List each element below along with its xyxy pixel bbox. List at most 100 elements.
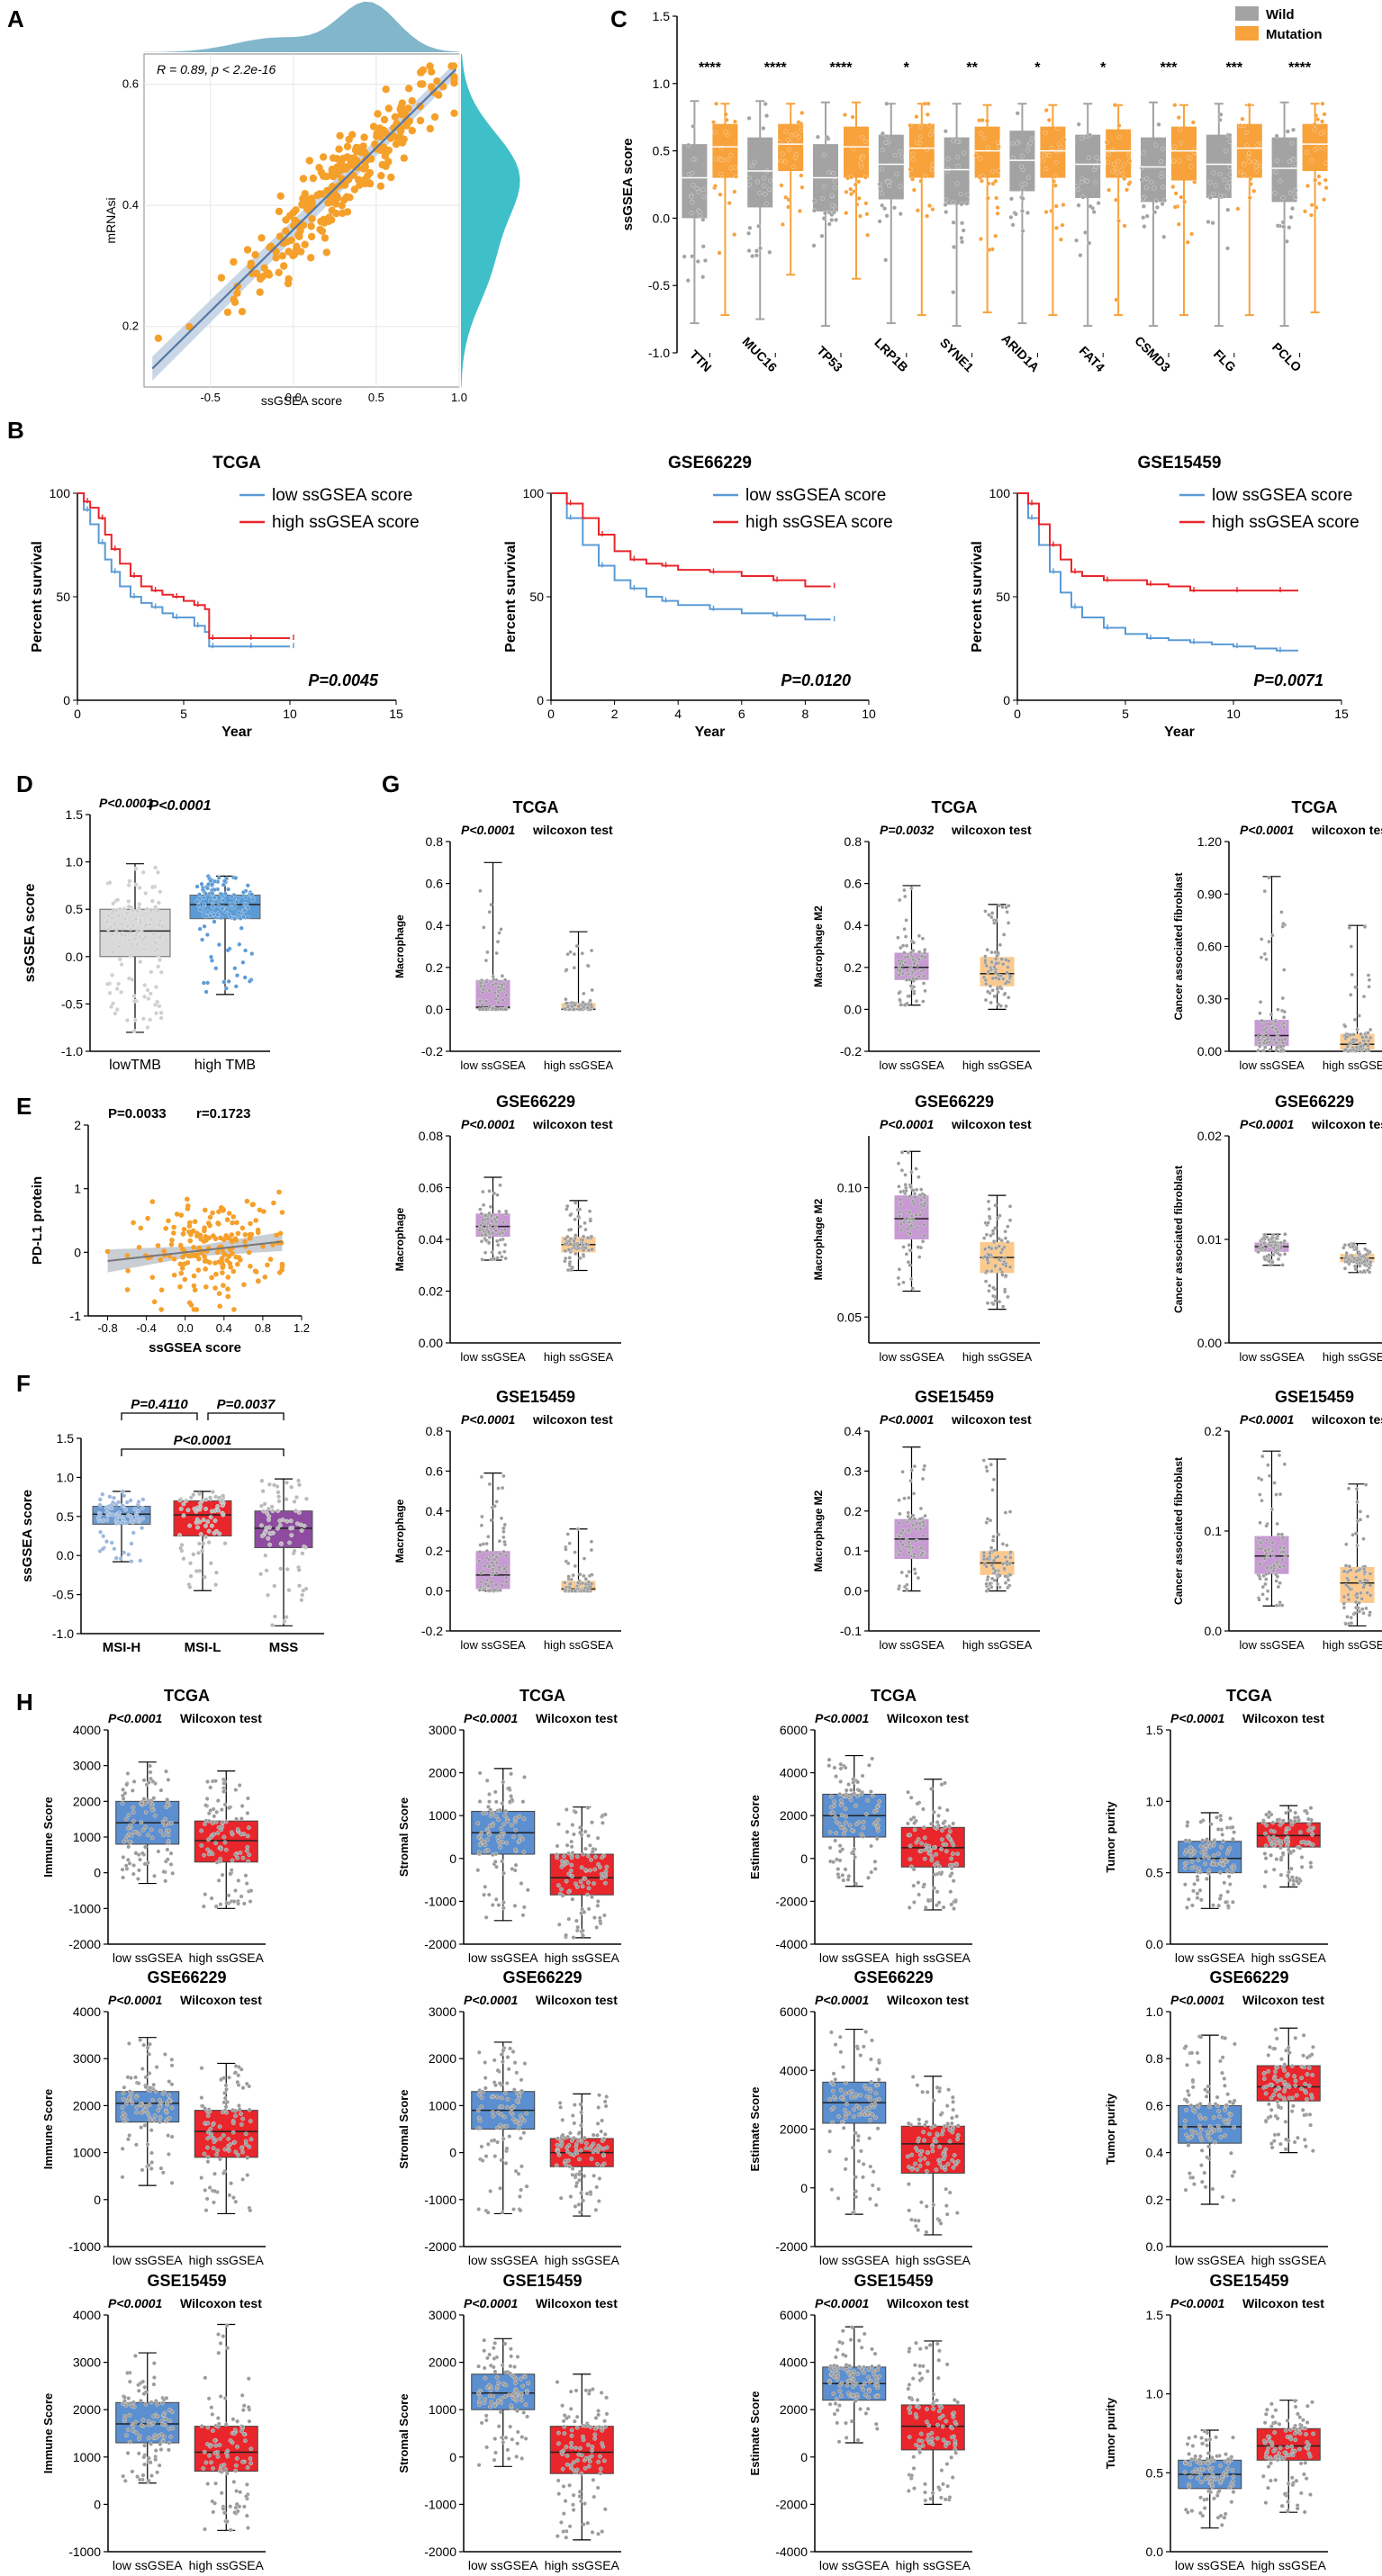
data-point bbox=[191, 1245, 196, 1250]
data-point bbox=[227, 2075, 231, 2080]
D-y-tick-label: -0.5 bbox=[61, 996, 83, 1011]
data-point bbox=[1178, 127, 1182, 132]
data-point bbox=[1367, 1270, 1372, 1274]
data-point bbox=[212, 1518, 218, 1523]
data-point bbox=[917, 950, 922, 954]
data-point bbox=[270, 1623, 275, 1628]
x-tick-label: MUC16 bbox=[740, 334, 781, 374]
data-point bbox=[1283, 1232, 1287, 1237]
data-point bbox=[226, 978, 231, 984]
data-point bbox=[1061, 137, 1067, 142]
data-point bbox=[504, 1575, 509, 1580]
x-tick-label: high ssGSEA bbox=[544, 1058, 614, 1072]
data-point bbox=[133, 866, 139, 871]
data-point bbox=[205, 2130, 211, 2135]
data-point bbox=[240, 2149, 245, 2155]
data-point bbox=[313, 191, 321, 200]
data-point bbox=[153, 905, 158, 910]
data-point bbox=[243, 246, 252, 254]
data-point bbox=[565, 1860, 570, 1865]
data-point bbox=[998, 1573, 1002, 1578]
data-point bbox=[1088, 203, 1093, 209]
data-point bbox=[902, 1496, 907, 1500]
data-point bbox=[158, 1015, 164, 1021]
data-point bbox=[507, 1786, 511, 1791]
data-point bbox=[1362, 1578, 1368, 1582]
data-point bbox=[951, 200, 956, 205]
data-point bbox=[837, 1843, 843, 1848]
H2-y-tick-label: -2000 bbox=[424, 1937, 456, 1951]
data-point bbox=[872, 1809, 877, 1815]
data-point bbox=[980, 118, 985, 122]
data-point bbox=[1361, 1567, 1367, 1572]
data-point bbox=[902, 1584, 908, 1590]
data-point bbox=[568, 1237, 574, 1241]
data-point bbox=[504, 993, 509, 997]
data-point bbox=[224, 1217, 230, 1222]
data-point bbox=[131, 998, 137, 1004]
data-point bbox=[158, 2166, 164, 2171]
data-point bbox=[912, 991, 917, 995]
data-point bbox=[1275, 1560, 1279, 1564]
data-point bbox=[191, 1273, 197, 1279]
data-point bbox=[907, 1495, 911, 1500]
data-point bbox=[989, 1000, 993, 1005]
x-tick-label: 15 bbox=[1334, 707, 1349, 721]
data-point bbox=[762, 176, 767, 181]
data-point bbox=[995, 140, 1000, 145]
data-point bbox=[1343, 1622, 1348, 1626]
data-point bbox=[233, 984, 239, 989]
F-y-tick-label: -0.5 bbox=[52, 1588, 74, 1602]
data-point bbox=[220, 1510, 225, 1516]
data-point bbox=[208, 913, 212, 918]
data-point bbox=[479, 1830, 484, 1835]
data-point bbox=[986, 1260, 990, 1265]
data-point bbox=[258, 1523, 264, 1528]
data-point bbox=[564, 1547, 568, 1552]
data-point bbox=[1279, 1246, 1284, 1250]
data-point bbox=[848, 186, 854, 192]
box-wild bbox=[682, 144, 708, 219]
data-point bbox=[917, 1212, 923, 1217]
data-point bbox=[840, 1873, 845, 1878]
data-point bbox=[210, 891, 215, 896]
data-point bbox=[218, 1902, 223, 1907]
data-point bbox=[1003, 1554, 1007, 1560]
data-point bbox=[264, 1526, 269, 1531]
data-point bbox=[521, 1905, 527, 1910]
data-point bbox=[1088, 132, 1092, 138]
data-point bbox=[916, 1575, 921, 1581]
data-point bbox=[497, 2081, 502, 2085]
data-point bbox=[246, 905, 250, 910]
data-point bbox=[602, 1913, 607, 1918]
data-point bbox=[149, 969, 154, 975]
data-point bbox=[208, 1495, 212, 1500]
data-point bbox=[169, 1238, 175, 1243]
G7-y-tick-label: -0.2 bbox=[421, 1624, 443, 1638]
test-label: wilcoxon test bbox=[951, 1412, 1032, 1427]
data-point bbox=[302, 1523, 307, 1528]
data-point bbox=[991, 1239, 997, 1244]
data-point bbox=[501, 1779, 506, 1785]
data-point bbox=[909, 1170, 914, 1175]
data-point bbox=[480, 990, 485, 995]
data-point bbox=[123, 1863, 129, 1869]
data-point bbox=[247, 2107, 252, 2112]
y-axis-label: Macrophage M2 bbox=[812, 1198, 825, 1280]
data-point bbox=[845, 1877, 851, 1882]
legend-swatch bbox=[1235, 26, 1259, 41]
data-point bbox=[133, 2075, 138, 2080]
data-point bbox=[1346, 1578, 1350, 1582]
x-tick-label: 10 bbox=[283, 707, 297, 721]
data-point bbox=[487, 1235, 492, 1239]
data-point bbox=[990, 1229, 996, 1233]
data-point bbox=[568, 1242, 573, 1247]
x-tick-label: low ssGSEA bbox=[1239, 1058, 1305, 1072]
data-point bbox=[134, 2142, 139, 2148]
data-point bbox=[487, 1589, 492, 1593]
data-point bbox=[1002, 1566, 1007, 1571]
data-point bbox=[210, 1210, 215, 1216]
data-point bbox=[220, 2110, 225, 2115]
